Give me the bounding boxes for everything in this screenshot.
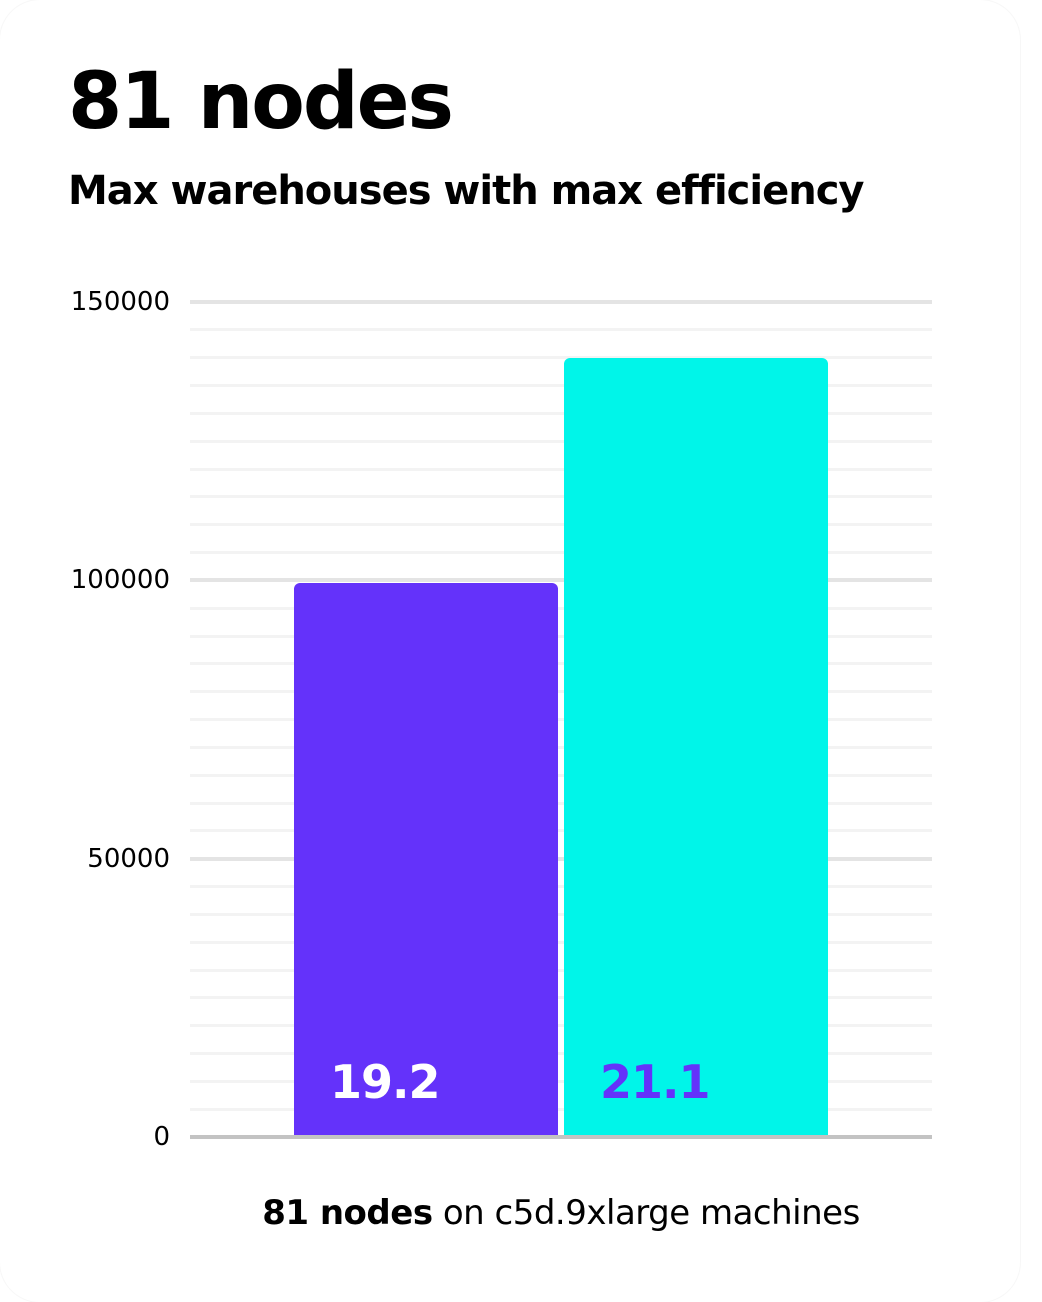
chart-caption: 81 nodes on c5d.9xlarge machines — [190, 1193, 932, 1233]
minor-gridline — [190, 634, 932, 638]
minor-gridline — [190, 439, 932, 443]
y-axis-tick-label: 50000 — [87, 843, 170, 874]
minor-gridline — [190, 829, 932, 833]
bar-2: 21.1 — [564, 357, 828, 1137]
minor-gridline — [190, 912, 932, 916]
major-gridline — [190, 856, 932, 861]
bar-1: 19.2 — [294, 583, 558, 1137]
minor-gridline — [190, 495, 932, 499]
minor-gridline — [190, 662, 932, 666]
minor-gridline — [190, 411, 932, 415]
minor-gridline — [190, 996, 932, 1000]
caption-bold-text: 81 nodes — [262, 1193, 433, 1233]
minor-gridline — [190, 328, 932, 332]
caption-regular-text: on c5d.9xlarge machines — [432, 1193, 860, 1233]
minor-gridline — [190, 745, 932, 749]
bar-value-label: 19.2 — [330, 1055, 440, 1109]
minor-gridline — [190, 885, 932, 888]
bar-value-label: 21.1 — [600, 1055, 710, 1109]
major-gridline — [190, 300, 932, 304]
minor-gridline — [190, 1079, 932, 1083]
minor-gridline — [190, 773, 932, 777]
minor-gridline — [190, 1107, 932, 1111]
x-axis-line — [190, 1135, 932, 1139]
y-axis-tick-label: 0 — [153, 1122, 170, 1152]
minor-gridline — [190, 1024, 932, 1028]
page-subtitle: Max warehouses with max efficiency — [68, 168, 864, 214]
infographic-card: 81 nodes Max warehouses with max efficie… — [0, 57, 932, 1233]
page-title: 81 nodes — [68, 57, 454, 147]
minor-gridline — [190, 718, 932, 721]
minor-gridline — [190, 968, 932, 972]
y-axis: 0 50000 100000 150000 — [0, 287, 170, 1152]
minor-gridline — [190, 1052, 932, 1055]
minor-gridline — [190, 606, 932, 610]
minor-gridline — [190, 356, 932, 360]
y-axis-tick-label: 100000 — [70, 565, 170, 596]
minor-gridline — [190, 551, 932, 554]
minor-gridline — [190, 801, 932, 805]
minor-gridline — [190, 467, 932, 471]
plot-area: 19.2 21.1 — [190, 300, 932, 1139]
y-axis-tick-label: 150000 — [70, 287, 170, 317]
minor-gridline — [190, 690, 932, 694]
minor-gridline — [190, 940, 932, 944]
minor-gridline — [190, 384, 932, 387]
minor-gridline — [190, 523, 932, 527]
major-gridline — [190, 578, 932, 583]
bar-chart: 0 50000 100000 150000 19.2 21.1 — [0, 287, 932, 1152]
